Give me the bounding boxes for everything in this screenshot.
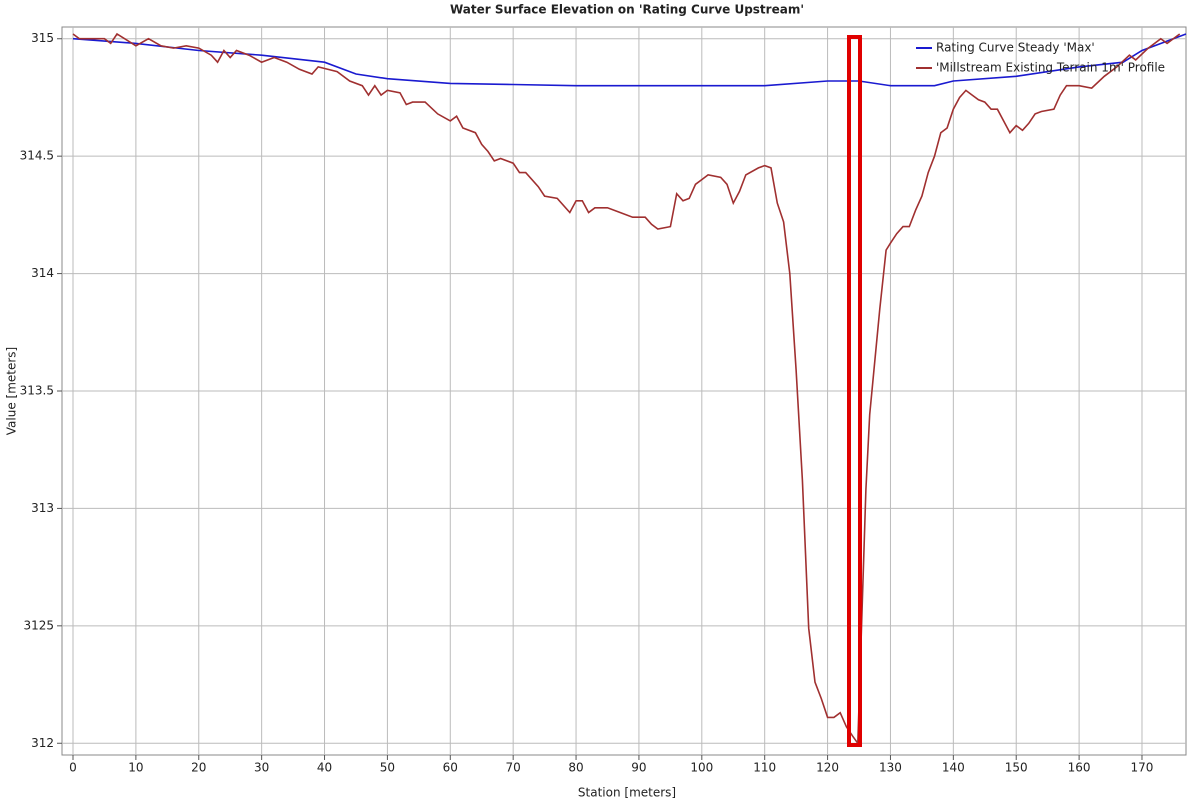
highlight-box	[847, 35, 862, 747]
y-tick-label: 312	[31, 736, 54, 750]
legend-label: 'Millstream Existing Terrain 1m' Profile	[936, 61, 1165, 75]
y-tick-label: 314	[31, 266, 54, 280]
x-tick-label: 110	[753, 761, 776, 775]
x-tick-label: 90	[631, 761, 646, 775]
x-tick-label: 140	[942, 761, 965, 775]
data-line	[72, 33, 1187, 87]
y-tick-label: 3125	[23, 618, 54, 632]
x-tick-label: 0	[69, 761, 77, 775]
chart-title: Water Surface Elevation on 'Rating Curve…	[450, 3, 804, 17]
legend-label: Rating Curve Steady 'Max'	[936, 41, 1095, 55]
x-tick-label: 60	[443, 761, 458, 775]
plot-area: 0 10 20 30 40 50 60 70 80 90 100 110 120 130 140 150 160…	[20, 26, 1187, 775]
y-tick-label: 315	[31, 31, 54, 45]
x-tick-label: 40	[317, 761, 332, 775]
x-tick-label: 100	[690, 761, 713, 775]
data-line	[72, 32, 1181, 746]
x-tick-label: 150	[1005, 761, 1028, 775]
x-tick-label: 50	[380, 761, 395, 775]
y-axis-label: Value [meters]	[5, 347, 19, 435]
y-tick-label: 314.5	[20, 149, 54, 163]
x-tick-label: 70	[506, 761, 521, 775]
x-tick-label: 20	[191, 761, 206, 775]
x-tick-label: 170	[1131, 761, 1154, 775]
x-tick-label: 160	[1068, 761, 1091, 775]
x-tick-label: 30	[254, 761, 269, 775]
x-tick-label: 130	[879, 761, 902, 775]
x-tick-label: 10	[128, 761, 143, 775]
y-tick-label: 313.5	[20, 384, 54, 398]
x-axis-label: Station [meters]	[578, 786, 676, 800]
x-tick-label: 120	[816, 761, 839, 775]
y-tick-label: 313	[31, 501, 54, 515]
x-tick-label: 80	[568, 761, 583, 775]
